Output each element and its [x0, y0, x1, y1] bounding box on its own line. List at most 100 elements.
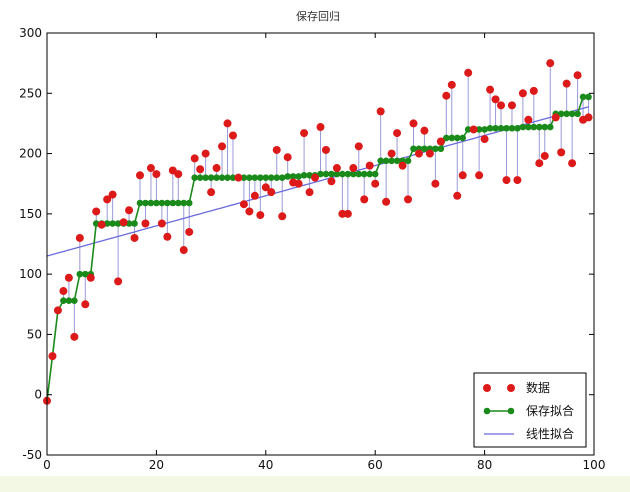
save-fit-point: [300, 171, 308, 179]
save-fit-point: [492, 124, 499, 132]
data-point: [103, 195, 112, 204]
save-fit-point: [574, 110, 581, 118]
save-fit-point: [240, 174, 248, 181]
data-point: [174, 170, 183, 179]
data-point: [201, 149, 210, 158]
data-point: [551, 113, 560, 122]
data-point: [256, 211, 265, 220]
data-point: [409, 119, 418, 128]
data-point: [404, 195, 413, 204]
data-point: [196, 165, 205, 174]
save-fit-point: [350, 170, 357, 178]
save-fit-point: [486, 124, 494, 132]
save-fit-point: [158, 199, 166, 207]
save-fit-point: [257, 174, 264, 181]
save-fit-point: [109, 220, 116, 227]
bottom-strip: [0, 476, 630, 492]
data-point: [125, 206, 134, 215]
data-point: [491, 95, 500, 104]
save-fit-point: [218, 174, 226, 181]
data-point: [135, 171, 144, 180]
save-fit-point: [339, 170, 346, 178]
save-fit-point: [174, 199, 182, 207]
save-fit-point: [481, 126, 488, 133]
chart: 保存回归 0 20 40 60 80 100 -50050100150200250300 …: [19, 9, 605, 472]
data-point: [464, 68, 473, 77]
save-fit-point: [404, 157, 412, 165]
data-point: [327, 177, 336, 186]
data-point: [64, 273, 73, 282]
data-point: [546, 59, 555, 68]
data-point: [245, 207, 254, 216]
data-point: [458, 171, 467, 180]
data-point: [562, 79, 571, 88]
data-point: [376, 107, 385, 116]
save-fit-point: [71, 297, 78, 304]
save-fit-point: [224, 174, 231, 181]
data-point: [305, 188, 314, 197]
save-fit-point: [585, 93, 592, 101]
data-point: [114, 277, 123, 286]
data-point: [513, 176, 522, 185]
data-point: [431, 179, 440, 188]
save-fit-point: [164, 199, 171, 207]
save-fit-point: [322, 170, 330, 178]
save-fit-point: [530, 123, 538, 131]
save-fit-point: [229, 174, 237, 181]
data-point: [185, 227, 194, 236]
save-fit-point: [191, 174, 198, 181]
legend-label: 线性拟合: [526, 426, 574, 441]
data-point: [294, 179, 303, 188]
save-fit-point: [393, 157, 401, 165]
save-fit-point: [355, 170, 363, 178]
save-fit-point: [366, 170, 374, 178]
legend-marker: [483, 384, 491, 392]
save-fit-point: [443, 134, 450, 142]
data-point: [447, 80, 456, 89]
data-point: [568, 159, 577, 168]
save-fit-point: [546, 123, 554, 131]
save-fit-point: [153, 199, 160, 207]
data-point: [507, 101, 516, 110]
save-fit-point: [142, 199, 149, 207]
y-tick-label: 300: [19, 26, 42, 40]
save-fit-point: [514, 124, 521, 132]
save-fit-path: [46, 96, 589, 401]
save-fit-point: [410, 145, 417, 153]
data-point: [393, 129, 402, 138]
data-point: [108, 190, 117, 199]
data-point: [278, 212, 287, 221]
data-point: [529, 86, 538, 95]
save-fit-point: [273, 174, 281, 181]
data-point: [163, 232, 172, 241]
data-point: [157, 219, 166, 228]
data-point: [146, 164, 155, 173]
data-point: [223, 119, 232, 128]
save-fit-point: [317, 170, 324, 178]
data-point: [414, 149, 423, 158]
save-fit-point: [251, 174, 259, 181]
save-fit-point: [180, 199, 188, 207]
data-point: [207, 188, 216, 197]
save-fit-point: [453, 134, 461, 142]
save-fit-point: [131, 220, 138, 227]
save-fit-point: [207, 174, 215, 181]
data-point: [234, 173, 243, 182]
data-point: [573, 71, 582, 80]
x-tick-label: 80: [477, 458, 492, 472]
y-axis: -50 0 50 100 150 200 250 300: [19, 26, 594, 462]
data-point: [53, 306, 62, 315]
save-fit-point: [448, 134, 456, 142]
save-fit-point: [267, 174, 275, 181]
y-tick-label: 200: [19, 147, 42, 161]
save-fit-point: [344, 170, 352, 178]
data-point: [119, 218, 128, 227]
data-point: [75, 233, 84, 242]
save-fit-point: [213, 174, 220, 181]
linear-fit-path: [46, 106, 589, 257]
data-point: [382, 197, 391, 206]
legend-label: 保存拟合: [526, 403, 574, 418]
save-fit-point: [432, 145, 439, 153]
data-point: [518, 89, 527, 98]
